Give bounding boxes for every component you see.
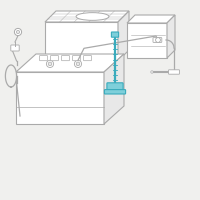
Polygon shape: [127, 15, 175, 23]
Circle shape: [156, 38, 160, 42]
Circle shape: [151, 71, 153, 73]
Polygon shape: [167, 15, 175, 58]
FancyBboxPatch shape: [45, 22, 118, 61]
Circle shape: [16, 30, 20, 34]
FancyBboxPatch shape: [127, 23, 167, 58]
FancyBboxPatch shape: [62, 55, 69, 61]
Circle shape: [46, 60, 54, 68]
Polygon shape: [104, 54, 124, 124]
Circle shape: [48, 62, 52, 66]
Circle shape: [14, 28, 22, 36]
Polygon shape: [16, 54, 124, 72]
FancyBboxPatch shape: [73, 55, 80, 61]
FancyBboxPatch shape: [104, 90, 126, 94]
FancyBboxPatch shape: [11, 45, 19, 51]
Circle shape: [74, 60, 82, 68]
FancyBboxPatch shape: [107, 83, 123, 90]
Circle shape: [76, 62, 80, 66]
FancyBboxPatch shape: [51, 55, 58, 61]
Polygon shape: [118, 11, 129, 61]
FancyBboxPatch shape: [153, 38, 162, 42]
FancyBboxPatch shape: [16, 72, 104, 124]
Ellipse shape: [76, 13, 109, 20]
FancyBboxPatch shape: [169, 70, 179, 74]
Polygon shape: [45, 11, 129, 22]
FancyBboxPatch shape: [40, 55, 47, 61]
FancyBboxPatch shape: [111, 32, 119, 37]
FancyBboxPatch shape: [84, 55, 91, 61]
